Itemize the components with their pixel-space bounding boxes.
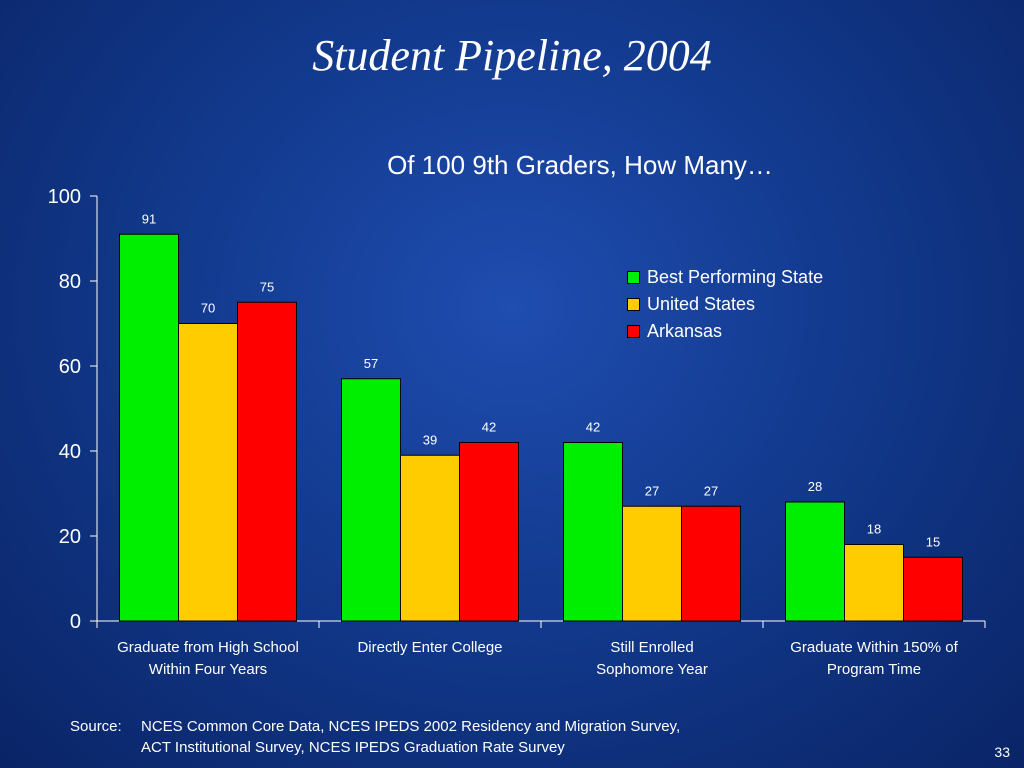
y-tick-label: 40 [59,441,81,463]
data-label: 39 [423,432,437,447]
bar [459,442,519,622]
data-label: 42 [482,420,496,435]
data-label: 70 [201,301,215,316]
y-tick-label: 100 [48,186,81,208]
legend-item-best-state: Best Performing State [627,264,823,291]
bar [563,442,623,622]
data-label: 27 [704,483,718,498]
data-label: 91 [142,211,156,226]
bar [178,323,238,622]
y-tick-label: 20 [59,526,81,548]
slide-title: Student Pipeline, 2004 [312,31,712,80]
legend-item-arkansas: Arkansas [627,318,823,345]
bar [237,301,297,622]
data-label: 18 [867,522,881,537]
data-label: 57 [364,356,378,371]
source-line: NCES Common Core Data, NCES IPEDS 2002 R… [141,718,681,735]
legend-label-best-state: Best Performing State [647,267,824,287]
x-category-label: Program Time [827,661,921,678]
bar [341,378,401,622]
x-category-label: Sophomore Year [596,661,708,678]
legend-swatch-united-states [627,298,640,311]
x-category-label: Graduate Within 150% of [790,639,958,656]
bar [681,505,741,622]
y-tick-label: 60 [59,356,81,378]
source-text: NCES Common Core Data, NCES IPEDS 2002 R… [141,716,841,758]
slide-number: 33 [994,744,1010,760]
legend-item-united-states: United States [627,291,823,318]
data-label: 42 [586,420,600,435]
source-line: ACT Institutional Survey, NCES IPEDS Gra… [141,739,565,756]
bar [785,501,845,622]
data-label: 15 [926,534,940,549]
x-category-label: Within Four Years [149,661,267,678]
x-category-label: Directly Enter College [357,639,502,656]
chart-legend: Best Performing State United States Arka… [627,264,823,345]
data-label: 27 [645,483,659,498]
bar [844,544,904,622]
y-tick-label: 80 [59,271,81,293]
x-category-label: Graduate from High School [117,639,299,656]
legend-label-arkansas: Arkansas [647,321,723,341]
x-category-label: Still Enrolled [610,639,693,656]
legend-swatch-best-state [627,271,640,284]
bar [400,454,460,622]
y-tick-label: 0 [70,611,81,633]
legend-label-united-states: United States [647,294,756,314]
bar [622,505,682,622]
legend-swatch-arkansas [627,325,640,338]
chart-title: Of 100 9th Graders, How Many… [387,150,773,180]
bar [119,233,179,622]
data-label: 28 [808,479,822,494]
bar [903,556,963,622]
data-label: 75 [260,279,274,294]
source-label: Source: [70,718,122,735]
